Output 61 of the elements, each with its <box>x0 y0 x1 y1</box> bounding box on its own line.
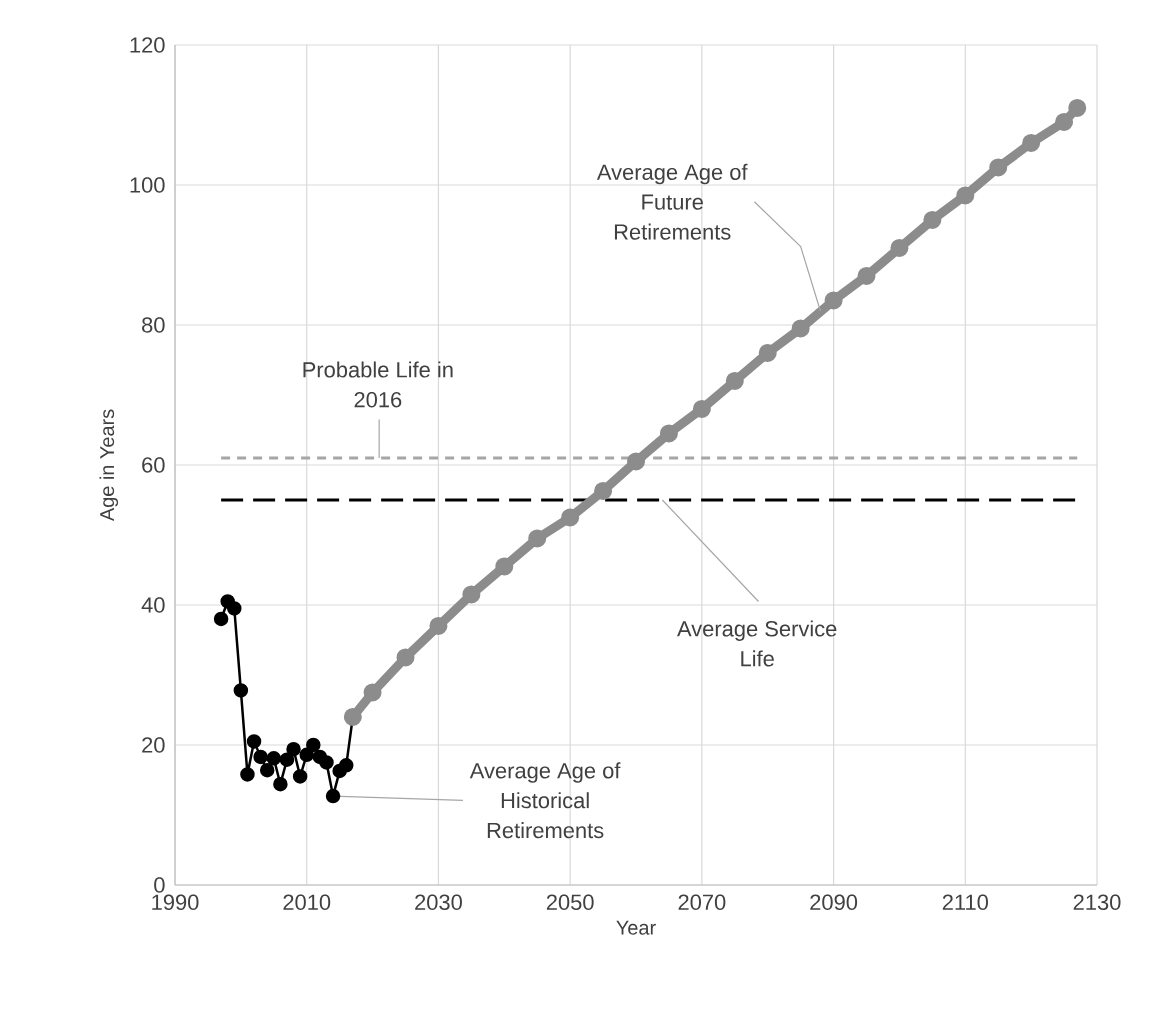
x-tick-label: 2130 <box>1073 894 1121 911</box>
x-tick-label: 2090 <box>810 894 858 911</box>
point <box>429 616 448 635</box>
point <box>325 788 341 804</box>
y-axis-title: Age in Years <box>99 409 119 522</box>
point <box>956 186 975 205</box>
point <box>266 751 282 766</box>
x-tick-label: 2030 <box>415 894 462 911</box>
point <box>758 343 777 362</box>
point <box>259 762 275 778</box>
ref-line-label: Average Service Life <box>677 620 837 667</box>
point <box>725 371 744 390</box>
point <box>528 529 547 548</box>
point <box>791 319 810 338</box>
point <box>627 452 646 471</box>
point <box>396 648 415 667</box>
point <box>1022 133 1041 152</box>
point <box>299 747 314 763</box>
point <box>279 752 295 767</box>
y-tick-label: 80 <box>142 317 165 333</box>
point <box>246 734 262 749</box>
annotation: Average Age of Historical Retirements <box>469 762 621 839</box>
x-tick-label: 2110 <box>942 894 988 911</box>
y-tick-label: 20 <box>142 737 165 753</box>
point <box>286 741 301 757</box>
point <box>890 238 909 257</box>
point <box>1068 98 1087 117</box>
point <box>692 399 711 418</box>
point <box>213 611 229 627</box>
point <box>857 266 876 285</box>
x-axis-title: Year <box>616 920 656 935</box>
point <box>240 767 255 782</box>
y-tick-label: 0 <box>154 877 165 893</box>
point <box>338 758 354 773</box>
point <box>824 291 843 310</box>
point <box>319 755 334 770</box>
point <box>462 585 481 604</box>
x-tick-label: 2070 <box>678 894 726 911</box>
x-tick-label: 2010 <box>283 894 331 911</box>
point <box>227 601 242 616</box>
point <box>292 769 308 784</box>
point <box>923 210 942 229</box>
point <box>1055 112 1074 131</box>
annotation: Average Age of Future Retirements <box>596 163 748 240</box>
y-tick-label: 40 <box>141 597 165 613</box>
point <box>363 683 382 702</box>
point <box>594 481 613 500</box>
y-tick-label: 100 <box>130 177 165 193</box>
point <box>273 776 288 792</box>
point <box>233 683 249 698</box>
y-tick-label: 120 <box>130 37 165 53</box>
point <box>561 508 580 527</box>
x-tick-label: 1990 <box>152 894 199 911</box>
ref-line-label: Probable Life in 2016 <box>303 361 453 408</box>
point <box>306 737 321 753</box>
point <box>253 749 268 765</box>
point <box>659 424 678 443</box>
point <box>989 158 1008 177</box>
x-tick-label: 2050 <box>546 894 594 911</box>
point <box>495 557 514 576</box>
y-tick-label: 60 <box>142 457 165 473</box>
